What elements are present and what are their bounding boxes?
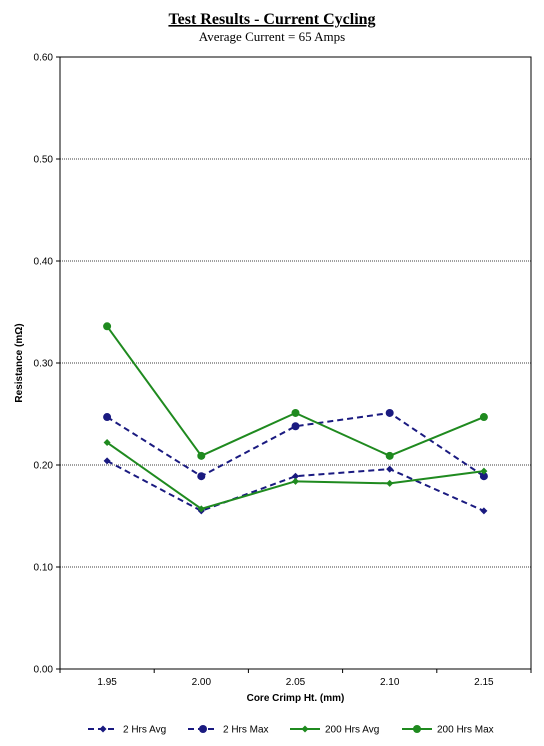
data-point	[479, 413, 488, 422]
legend: 2 Hrs Avg 2 Hrs Max 200 Hrs Avg 200 Hrs Max	[88, 725, 494, 736]
legend-label: 200 Hrs Max	[437, 725, 494, 736]
data-point	[199, 725, 207, 733]
data-point	[103, 413, 112, 422]
data-point	[386, 465, 394, 473]
legend-item: 200 Hrs Avg	[290, 725, 379, 736]
legend-label: 2 Hrs Avg	[123, 725, 166, 736]
data-point	[197, 451, 206, 460]
y-tick-label: 0.20	[34, 461, 54, 472]
x-tick-label: 2.15	[474, 677, 494, 688]
data-point	[480, 507, 488, 515]
data-point	[385, 451, 394, 460]
series-2-hrs-avg	[103, 457, 488, 515]
chart-subtitle: Average Current = 65 Amps	[199, 29, 345, 44]
series-layer	[103, 322, 488, 515]
series-line	[106, 460, 485, 512]
series-200-hrs-max	[103, 322, 488, 460]
gridlines	[60, 158, 531, 568]
x-tick-label: 2.10	[380, 677, 400, 688]
x-axis-ticks: 1.95 2.00 2.05 2.10 2.15	[59, 669, 532, 688]
data-point	[197, 505, 205, 513]
data-point	[413, 725, 421, 733]
y-tick-label: 0.40	[34, 257, 54, 268]
y-tick-label: 0.60	[34, 53, 54, 64]
data-point	[292, 477, 299, 485]
y-axis-ticks: 0.00 0.10 0.20 0.30 0.40 0.50 0.60	[34, 53, 60, 676]
data-point	[480, 467, 488, 475]
data-point	[103, 322, 112, 331]
y-axis-label: Resistance (mΩ)	[14, 323, 25, 402]
series-2-hrs-max	[103, 408, 488, 481]
chart-title: Test Results - Current Cycling	[168, 11, 375, 28]
data-point	[386, 479, 394, 487]
data-point	[197, 472, 206, 481]
legend-label: 2 Hrs Max	[223, 725, 269, 736]
x-tick-label: 1.95	[97, 677, 117, 688]
legend-label: 200 Hrs Avg	[325, 725, 379, 736]
data-point	[292, 472, 299, 480]
series-line	[106, 411, 485, 478]
x-tick-label: 2.00	[192, 677, 212, 688]
data-point	[103, 457, 111, 465]
series-200-hrs-avg	[103, 439, 488, 513]
data-point	[291, 408, 300, 417]
y-tick-label: 0.10	[34, 563, 54, 574]
series-line	[106, 325, 485, 457]
legend-item: 2 Hrs Max	[188, 725, 269, 736]
y-tick-label: 0.50	[34, 155, 54, 166]
data-point	[99, 725, 107, 733]
data-point	[479, 472, 488, 481]
data-point	[385, 408, 394, 417]
x-tick-label: 2.05	[286, 677, 306, 688]
y-tick-label: 0.30	[34, 359, 54, 370]
y-tick-label: 0.00	[34, 665, 54, 676]
data-point	[103, 439, 111, 447]
legend-item: 2 Hrs Avg	[88, 725, 166, 736]
data-point	[291, 422, 300, 431]
x-axis-label: Core Crimp Ht. (mm)	[247, 693, 345, 704]
data-point	[301, 725, 309, 733]
legend-item: 200 Hrs Max	[402, 725, 494, 736]
